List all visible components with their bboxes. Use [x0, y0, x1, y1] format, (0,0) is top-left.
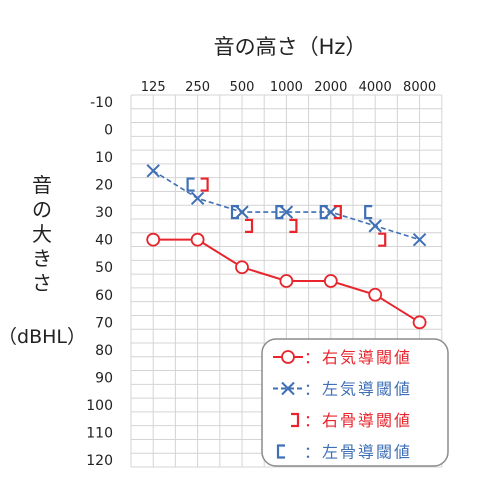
y-tick-label: 10 [95, 150, 113, 166]
y-tick-label: 70 [95, 315, 113, 331]
data-point-bracket-left [319, 205, 328, 220]
y-label-char: さ [32, 271, 52, 295]
legend-entry: ：右気導閾値 [273, 348, 412, 367]
series-1 [146, 164, 427, 247]
y-tick-labels: -10 0 10 20 30 40 50 60 70 80 90 100 110 120 [86, 95, 113, 469]
legend-box [261, 338, 449, 467]
x-tick-label: 2000 [314, 80, 347, 95]
y-tick-label: 120 [86, 453, 113, 469]
data-point-circle [412, 315, 427, 330]
y-tick-label: 90 [95, 370, 113, 386]
y-tick-label: 30 [95, 205, 113, 221]
data-point-x [412, 232, 427, 247]
legend-label: ：左気導閾値 [304, 380, 412, 399]
chart-title: 音の高さ（Hz） [214, 35, 367, 59]
x-tick-labels: 125 250 500 1000 2000 4000 8000 [141, 80, 436, 95]
legend-label: ：左骨導閾値 [304, 443, 412, 462]
x-tick-label: 125 [141, 80, 166, 95]
data-point-circle [146, 232, 161, 247]
x-tick-label: 8000 [403, 80, 436, 95]
series-0 [146, 232, 427, 330]
data-point-x [368, 219, 382, 233]
y-tick-label: 40 [95, 233, 113, 249]
data-point-bracket-right [289, 218, 298, 233]
data-point-circle [279, 274, 294, 288]
data-point-bracket-right [333, 205, 342, 220]
y-tick-label: 50 [95, 260, 113, 276]
y-label-char: 大 [32, 222, 52, 246]
data-point-x [235, 205, 249, 219]
y-label-char: き [32, 247, 52, 271]
data-point-bracket-right [291, 412, 300, 428]
y-tick-label: 110 [86, 426, 113, 442]
y-tick-label: 20 [95, 178, 113, 194]
data-point-bracket-right [245, 218, 254, 233]
data-point-x [190, 191, 205, 206]
x-tick-label: 250 [185, 80, 210, 95]
legend: ：右気導閾値 ：左気導閾値 ：右骨導閾値 ：左骨導閾値 [261, 338, 449, 467]
data-point-x [281, 381, 295, 396]
y-tick-label: 0 [104, 122, 113, 138]
x-tick-label: 500 [230, 80, 255, 95]
data-point-bracket-left [275, 205, 284, 220]
y-tick-label: 80 [95, 343, 113, 359]
data-point-bracket-left [186, 177, 195, 192]
x-tick-label: 4000 [359, 80, 392, 95]
data-point-bracket-right [200, 177, 209, 192]
data-point-x [279, 205, 294, 219]
data-point-x [324, 205, 338, 219]
y-tick-label: 60 [95, 288, 113, 304]
legend-label: ：右骨導閾値 [304, 411, 412, 430]
y-tick-label: -10 [90, 95, 113, 111]
data-point-circle [235, 260, 249, 275]
legend-entry: ：左骨導閾値 [276, 443, 412, 462]
x-tick-label: 1000 [270, 80, 303, 95]
y-label-char: 音 [32, 173, 52, 197]
y-label-char: の [32, 198, 52, 222]
series-layer [146, 164, 427, 330]
data-point-x [146, 164, 160, 178]
legend-entry: ：右骨導閾値 [291, 411, 412, 430]
series-2 [200, 177, 387, 247]
y-axis-unit: （dBHL） [0, 326, 86, 348]
data-point-circle [323, 274, 338, 288]
legend-entry: ：左気導閾値 [273, 380, 412, 399]
series-3 [186, 177, 373, 220]
data-point-bracket-left [364, 205, 373, 220]
legend-label: ：右気導閾値 [304, 348, 412, 367]
data-point-circle [190, 232, 205, 247]
data-point-circle [281, 350, 295, 364]
data-point-bracket-left [276, 444, 285, 459]
y-tick-label: 100 [86, 398, 113, 414]
data-point-bracket-right [378, 232, 387, 247]
data-point-bracket-left [230, 205, 239, 220]
data-point-circle [368, 287, 383, 302]
